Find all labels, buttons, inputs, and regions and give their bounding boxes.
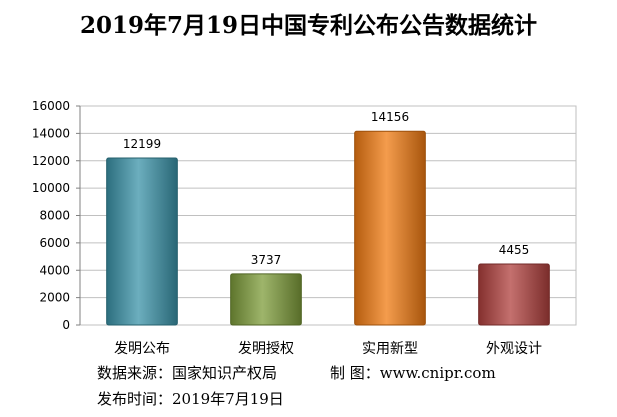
bars: [106, 130, 550, 326]
category-label: 发明授权: [238, 341, 294, 357]
y-tick-label: 0: [62, 318, 70, 332]
data-source-note: 数据来源：国家知识产权局: [97, 364, 278, 382]
y-tick-label: 6000: [39, 236, 70, 250]
chart-maker-note: 制 图：www.cnipr.com: [330, 364, 496, 382]
y-tick-label: 10000: [32, 181, 70, 195]
data-label: 4455: [499, 243, 530, 257]
category-label: 外观设计: [486, 341, 542, 357]
y-tick-label: 4000: [39, 263, 70, 277]
x-axis-category-labels: 发明公布 发明授权 实用新型 外观设计: [114, 341, 542, 357]
y-tick-label: 2000: [39, 291, 70, 305]
bar-3: [354, 130, 426, 326]
data-label: 14156: [371, 110, 409, 124]
data-labels: 12199 3737 14156 4455: [123, 110, 529, 267]
category-label: 实用新型: [362, 341, 418, 357]
y-tick-label: 14000: [32, 126, 70, 140]
data-label: 12199: [123, 137, 161, 151]
category-label: 发明公布: [114, 341, 170, 357]
publish-date-note: 发布时间：2019年7月19日: [97, 390, 284, 408]
y-axis-ticks: 0 2000 4000 6000 8000 10000 12000 14000 16000: [32, 99, 81, 332]
bar-2: [230, 273, 302, 326]
y-tick-label: 12000: [32, 154, 70, 168]
bar-1: [106, 157, 178, 326]
y-tick-label: 8000: [39, 209, 70, 223]
data-label: 3737: [251, 253, 282, 267]
bar-4: [478, 263, 550, 326]
y-tick-label: 16000: [32, 99, 70, 113]
chart-title: 2019年7月19日中国专利公布公告数据统计: [79, 12, 538, 39]
